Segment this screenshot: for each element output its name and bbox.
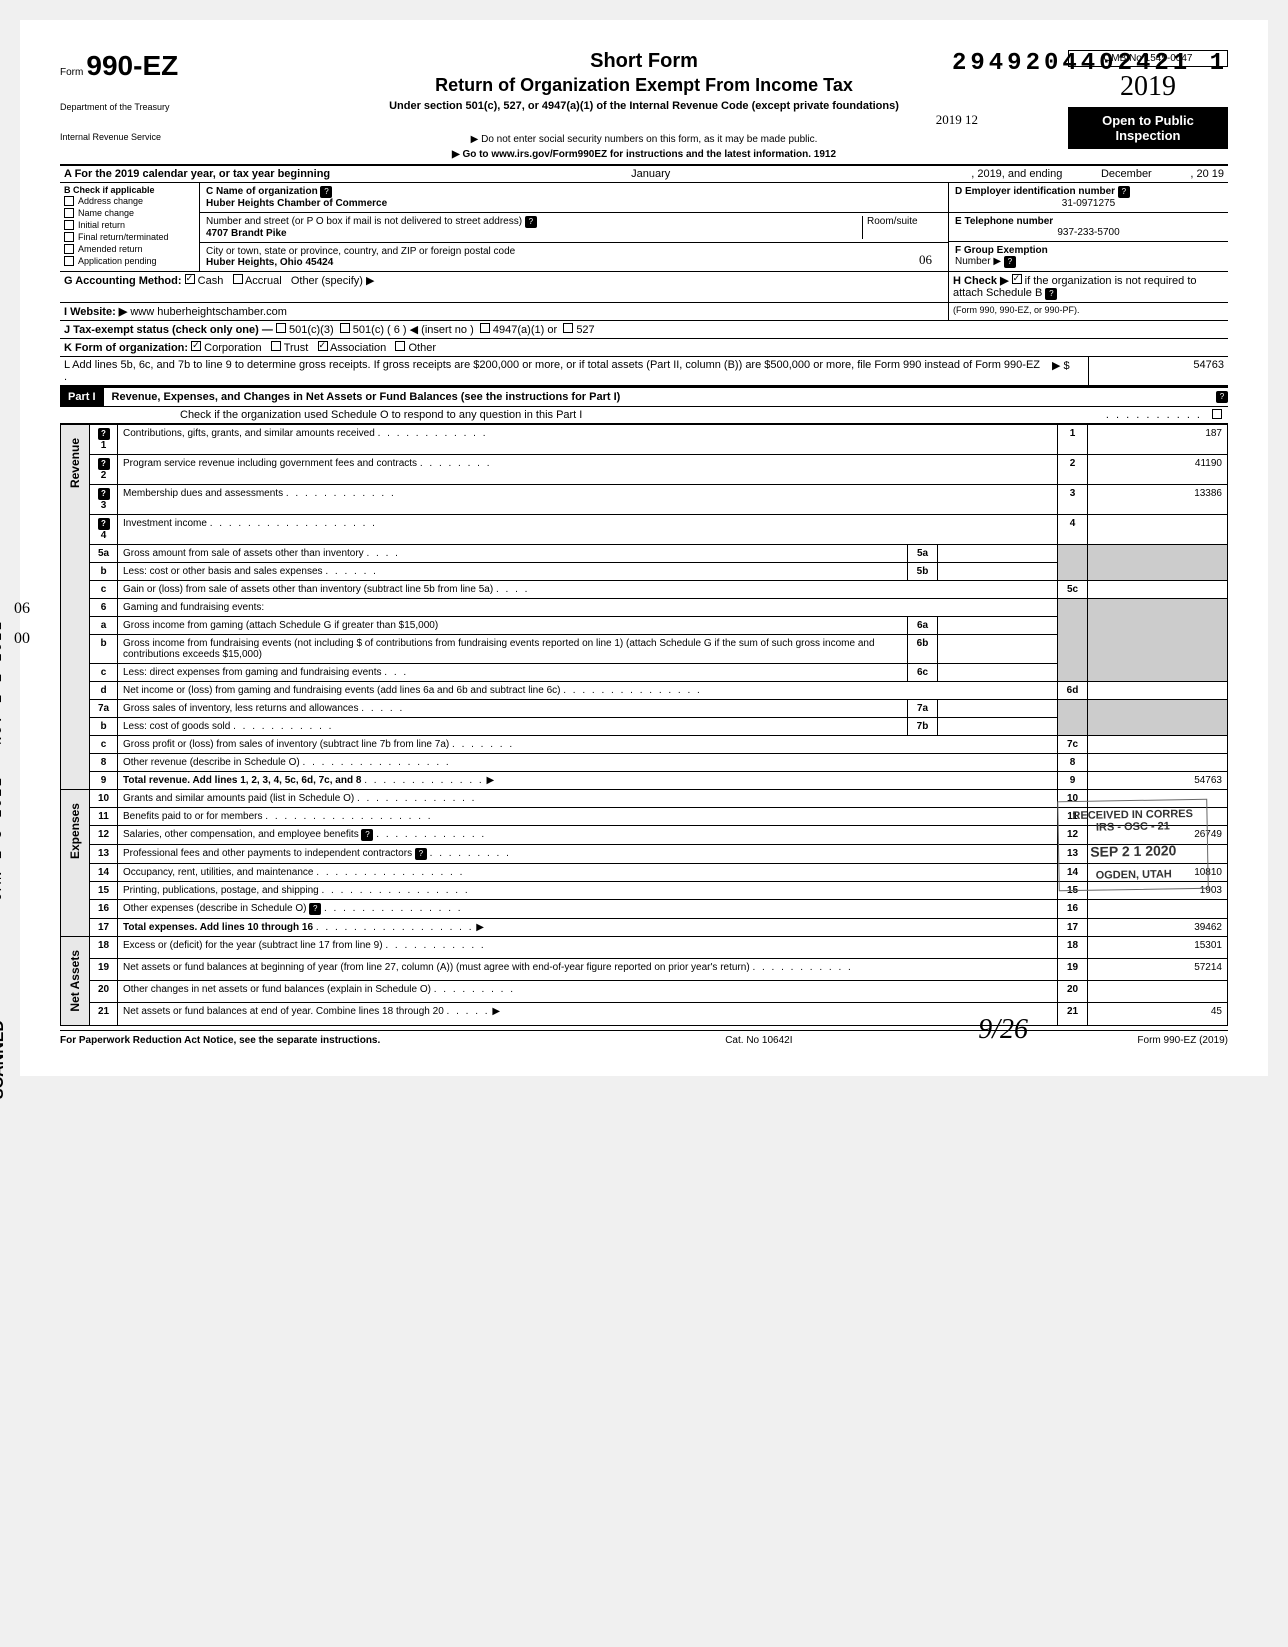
info-icon: ?	[320, 186, 332, 198]
org-name: Huber Heights Chamber of Commerce	[206, 198, 387, 209]
form-prefix: Form	[60, 67, 83, 78]
cb-other[interactable]	[395, 341, 405, 351]
cb-initial[interactable]	[64, 220, 74, 230]
cb-trust[interactable]	[271, 341, 281, 351]
date-stamp-side: JAN 1 3 2021 NOV 1 1 2021	[0, 620, 6, 901]
cb-assoc[interactable]	[318, 341, 328, 351]
info-icon: ?	[1118, 186, 1130, 198]
handwritten-left: 569096	[0, 950, 6, 1016]
l-text: L Add lines 5b, 6c, and 7b to line 9 to …	[60, 357, 1048, 385]
f-number: Number ▶	[955, 256, 1001, 267]
cb-address-change[interactable]	[64, 196, 74, 206]
info-icon: ?	[1216, 391, 1228, 403]
g-label: G Accounting Method:	[64, 275, 182, 287]
cb-pending[interactable]	[64, 256, 74, 266]
cb-4947[interactable]	[480, 323, 490, 333]
part1-label: Part I	[60, 388, 104, 406]
goto-link: ▶ Go to www.irs.gov/Form990EZ for instru…	[230, 149, 1058, 160]
netassets-label: Net Assets	[66, 940, 84, 1022]
document-id: 2949204402421 1	[952, 50, 1228, 77]
dept-treasury: Department of the Treasury	[60, 102, 220, 112]
cb-h[interactable]	[1012, 274, 1022, 284]
city: Huber Heights, Ohio 45424	[206, 257, 333, 268]
page-footer: For Paperwork Reduction Act Notice, see …	[60, 1030, 1228, 1046]
cb-schedule-o[interactable]	[1212, 409, 1222, 419]
scanned-stamp: SCANNED	[0, 1020, 8, 1099]
cb-final[interactable]	[64, 232, 74, 242]
c-label: C Name of organization	[206, 186, 318, 197]
ssn-note: ▶ Do not enter social security numbers o…	[230, 134, 1058, 145]
form-number: 990-EZ	[86, 50, 178, 81]
handwritten-signature: 9/26	[978, 1014, 1028, 1046]
financial-table: Revenue ?1Contributions, gifts, grants, …	[60, 424, 1228, 1026]
title-desc: Under section 501(c), 527, or 4947(a)(1)…	[230, 100, 1058, 112]
info-icon: ?	[525, 216, 537, 228]
margin-note-06: 06	[14, 600, 30, 618]
e-label: E Telephone number	[955, 216, 1053, 227]
title-short: Short Form	[230, 50, 1058, 73]
cb-501c[interactable]	[340, 323, 350, 333]
b-header: B Check if applicable	[64, 185, 195, 195]
cb-amended[interactable]	[64, 244, 74, 254]
i-label: I Website: ▶	[64, 306, 127, 318]
phone: 937-233-5700	[955, 227, 1222, 238]
expenses-label: Expenses	[66, 793, 84, 869]
part1-check-text: Check if the organization used Schedule …	[60, 407, 1102, 423]
ein: 31-0971275	[955, 198, 1222, 209]
cb-527[interactable]	[563, 323, 573, 333]
open-public: Open to Public Inspection	[1068, 107, 1228, 149]
cb-accrual[interactable]	[233, 274, 243, 284]
dept-irs: Internal Revenue Service	[60, 132, 220, 142]
cb-corp[interactable]	[191, 341, 201, 351]
city-label: City or town, state or province, country…	[206, 246, 515, 257]
handwritten-year: 2019 12	[230, 112, 978, 128]
title-main: Return of Organization Exempt From Incom…	[230, 75, 1058, 96]
l-value: 54763	[1088, 357, 1228, 385]
f-label: F Group Exemption	[955, 245, 1048, 256]
line-a: A For the 2019 calendar year, or tax yea…	[60, 166, 1228, 183]
l-arrow: ▶ $	[1048, 357, 1088, 385]
website: www huberheightschamber.com	[130, 306, 287, 318]
entity-info-block: B Check if applicable Address change Nam…	[60, 183, 1228, 272]
h-block: H Check ▶ if the organization is not req…	[948, 272, 1228, 302]
h-note: (Form 990, 990-EZ, or 990-PF).	[948, 303, 1228, 320]
j-label: J Tax-exempt status (check only one) —	[64, 324, 273, 336]
cb-501c3[interactable]	[276, 323, 286, 333]
margin-note-00: 00	[14, 630, 30, 648]
revenue-label: Revenue	[66, 428, 84, 498]
street: 4707 Brandt Pike	[206, 228, 287, 239]
received-stamp: RECEIVED IN CORRES IRS - OSC - 21 SEP 2 …	[1057, 799, 1209, 892]
part1-title: Revenue, Expenses, and Changes in Net As…	[104, 388, 1216, 406]
k-label: K Form of organization:	[64, 342, 188, 354]
info-icon: ?	[1004, 256, 1016, 268]
room-suite: Room/suite	[862, 216, 942, 239]
d-label: D Employer identification number	[955, 186, 1115, 197]
cb-cash[interactable]	[185, 274, 195, 284]
street-label: Number and street (or P O box if mail is…	[206, 216, 522, 227]
handwritten-06: 06	[919, 252, 942, 268]
cb-name-change[interactable]	[64, 208, 74, 218]
